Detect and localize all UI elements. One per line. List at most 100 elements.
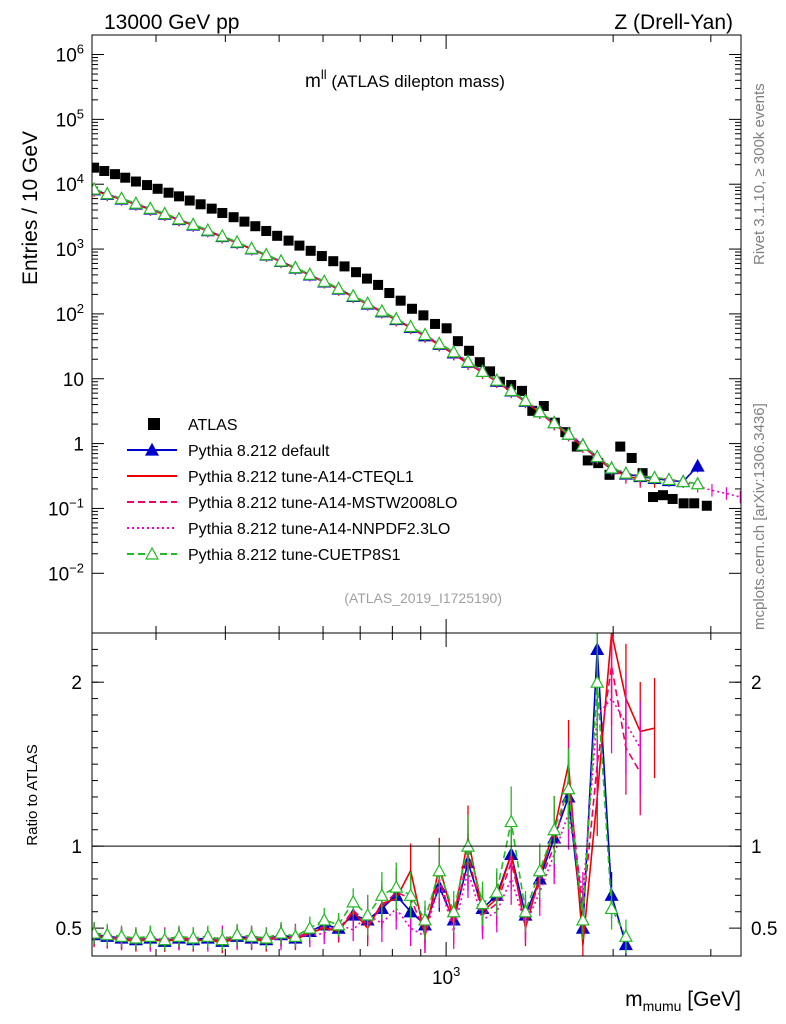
y-tick-base: 10 [56, 46, 77, 67]
atlas-data-point [120, 172, 131, 183]
mc-marker [171, 211, 186, 225]
ratio-marker [346, 894, 361, 908]
ratio-tick-label-right: 1 [751, 837, 762, 858]
mc-marker [360, 295, 375, 309]
y-tick-label: 102 [56, 301, 84, 326]
mc-marker [432, 336, 447, 350]
atlas-data-point [217, 207, 228, 218]
ratio-marker [518, 904, 533, 918]
y-tick-base: 1 [73, 435, 84, 456]
ratio-panel-frame [91, 632, 742, 957]
header-process: Z (Drell-Yan) [614, 11, 733, 34]
ratio-marker [259, 930, 274, 944]
legend: ATLAS Pythia 8.212 default Pythia 8.212 tu… [127, 417, 457, 564]
ratio-marker [547, 822, 562, 836]
mc-line [93, 188, 698, 485]
mc-marker [128, 196, 143, 209]
ratio-marker [302, 920, 317, 934]
atlas-data-point [130, 176, 141, 187]
mcplots-label: mcplots.cern.ch [arXiv:1306.3436] [751, 403, 768, 630]
atlas-data-point [516, 385, 527, 396]
mc-marker [547, 415, 562, 429]
mc-marker [346, 288, 361, 302]
y-tick-label: 10 [63, 370, 84, 391]
atlas-data-point [474, 357, 485, 368]
mc-marker [661, 472, 676, 486]
ratio-marker [244, 929, 259, 942]
top-panel-series [92, 162, 741, 511]
atlas-data-point [395, 295, 406, 306]
mc-marker [633, 468, 648, 482]
mc-line [93, 189, 641, 483]
mc-marker [690, 476, 705, 490]
ratio-marker [561, 781, 576, 795]
ratio-marker [374, 888, 389, 901]
y-tick-label: 10−2 [48, 560, 84, 585]
ratio-marker [317, 912, 332, 926]
y-tick-exp: 3 [77, 236, 84, 251]
atlas-data-point [485, 366, 496, 377]
plot-title-sup: ll [321, 67, 327, 82]
atlas-data-point [163, 187, 174, 198]
legend-atlas-marker [148, 418, 160, 430]
y-tick-label: 103 [56, 236, 84, 261]
ratio-tick-label: 2 [71, 673, 82, 694]
ratio-tick-label: 0.5 [56, 919, 82, 940]
mc-marker [215, 228, 230, 242]
atlas-data-point [464, 345, 475, 356]
atlas-data-point [658, 490, 669, 501]
y-tick-exp: −2 [69, 560, 84, 575]
atlas-data-point [373, 279, 384, 290]
mc-marker [374, 303, 389, 317]
mc-marker [200, 222, 215, 236]
y-tick-exp: −1 [69, 495, 84, 510]
ratio-marker [618, 929, 633, 942]
ratio-marker [331, 917, 346, 931]
x-tick-label-1000: 103 [432, 964, 460, 989]
mc-marker [446, 344, 461, 358]
mc-marker [389, 311, 404, 325]
y-axis-label-bottom: Ratio to ATLAS [24, 744, 41, 845]
mc-marker [186, 217, 201, 231]
ratio-marker [475, 896, 490, 910]
atlas-data-point [571, 441, 582, 452]
atlas-data-point [272, 230, 283, 241]
ratio-marker [143, 929, 158, 942]
mc-marker [489, 372, 504, 386]
atlas-data-point [648, 492, 659, 503]
atlas-data-point [441, 323, 452, 334]
ratio-marker [604, 901, 619, 915]
mc-marker [244, 241, 259, 254]
y-tick-base: 10 [56, 110, 77, 131]
atlas-data-point [283, 235, 294, 246]
analysis-id: (ATLAS_2019_I1725190) [344, 590, 502, 606]
mc-marker [561, 426, 576, 440]
y-tick-exp: 2 [77, 301, 84, 316]
atlas-data-point [206, 203, 217, 214]
atlas-data-point [195, 199, 206, 210]
legend-label: ATLAS [188, 417, 238, 434]
legend-label: Pythia 8.212 tune-A14-NNPDF2.3LO [188, 521, 450, 538]
y-tick-base: 10 [48, 564, 69, 585]
atlas-data-point [593, 458, 604, 469]
ratio-marker [446, 904, 461, 918]
y-tick-label: 106 [56, 42, 84, 67]
ratio-marker [504, 814, 519, 828]
legend-label: Pythia 8.212 tune-A14-MSTW2008LO [188, 495, 457, 512]
y-tick-exp: 6 [77, 42, 84, 57]
ratio-panel-series [92, 633, 656, 956]
atlas-data-point [384, 288, 395, 299]
ratio-marker [230, 927, 245, 941]
mc-marker [676, 474, 691, 488]
atlas-data-point [538, 400, 549, 411]
ratio-marker [575, 912, 590, 926]
mc-marker [92, 181, 102, 195]
mc-marker [259, 247, 274, 261]
y-tick-label: 105 [56, 106, 84, 131]
atlas-data-point [316, 251, 327, 262]
ratio-marker [532, 863, 547, 877]
x-axis-label-unit: [GeV] [681, 988, 741, 1011]
atlas-data-point [615, 441, 626, 452]
